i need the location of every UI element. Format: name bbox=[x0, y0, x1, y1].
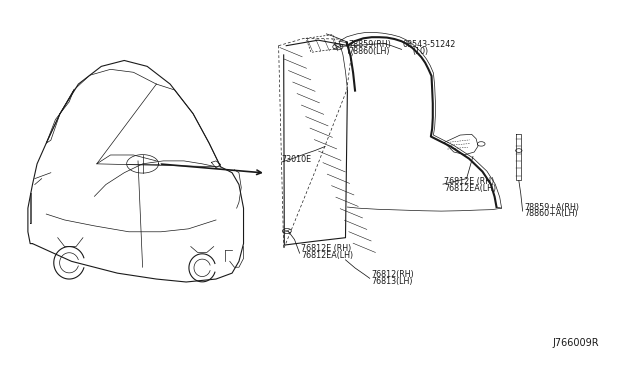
Text: 76812EA(LH): 76812EA(LH) bbox=[444, 184, 497, 193]
Text: 76812(RH): 76812(RH) bbox=[371, 270, 413, 279]
Text: 73010E: 73010E bbox=[282, 155, 312, 164]
Text: 76812E (RH): 76812E (RH) bbox=[301, 244, 351, 253]
Text: 78859(RH): 78859(RH) bbox=[349, 41, 392, 49]
Text: 78860(LH): 78860(LH) bbox=[349, 47, 390, 56]
Text: 08543-51242: 08543-51242 bbox=[403, 41, 456, 49]
Text: (10): (10) bbox=[412, 47, 429, 56]
Text: 78860+A(LH): 78860+A(LH) bbox=[524, 209, 577, 218]
Text: 78859+A(RH): 78859+A(RH) bbox=[524, 203, 579, 212]
Text: 76813(LH): 76813(LH) bbox=[371, 277, 412, 286]
Text: 76812E (RH): 76812E (RH) bbox=[444, 177, 495, 186]
Text: 76812EA(LH): 76812EA(LH) bbox=[301, 251, 353, 260]
Text: J766009R: J766009R bbox=[552, 338, 599, 348]
